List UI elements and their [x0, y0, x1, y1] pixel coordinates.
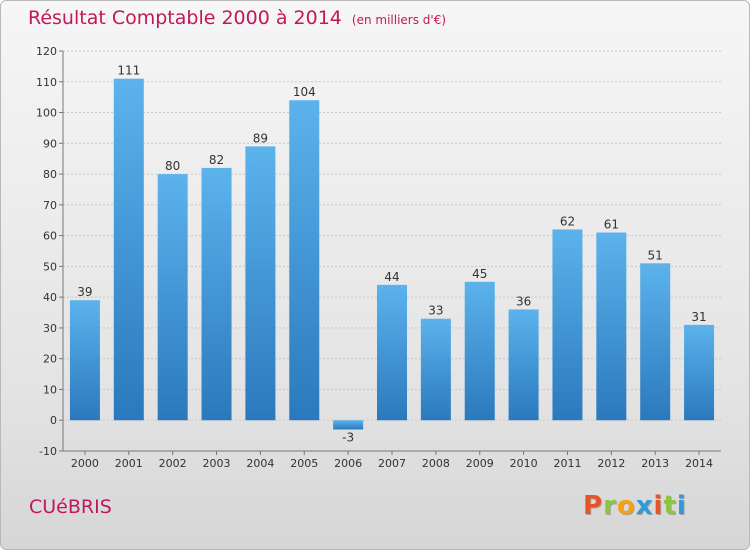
x-tick-label: 2010	[510, 457, 538, 470]
bar	[245, 146, 276, 421]
data-label: 80	[165, 159, 180, 173]
y-tick-label: 0	[50, 414, 57, 427]
y-tick-label: 80	[43, 168, 57, 181]
bar	[113, 78, 144, 421]
x-tick-label: 2013	[641, 457, 669, 470]
bar	[201, 167, 232, 421]
x-tick-label: 2004	[246, 457, 274, 470]
bar	[552, 229, 583, 421]
data-label: 36	[516, 294, 531, 308]
data-label: -3	[342, 430, 354, 444]
data-label: 33	[428, 304, 443, 318]
bar	[333, 420, 364, 430]
bar	[157, 174, 188, 421]
data-label: 111	[117, 64, 140, 78]
logo-letter: r	[603, 491, 617, 521]
bar	[464, 281, 495, 421]
x-tick-label: 2001	[115, 457, 143, 470]
x-tick-label: 2007	[378, 457, 406, 470]
x-tick-label: 2000	[71, 457, 99, 470]
x-tick-label: 2005	[290, 457, 318, 470]
proxiti-logo: Proxiti	[583, 491, 687, 521]
logo-letter: t	[663, 491, 677, 521]
y-tick-label: 110	[36, 76, 57, 89]
y-tick-label: 50	[43, 260, 57, 273]
bar	[420, 318, 451, 421]
bar	[640, 263, 671, 421]
bar	[289, 100, 320, 421]
x-tick-label: 2003	[203, 457, 231, 470]
commune-name: CUéBRIS	[29, 496, 112, 518]
data-label: 45	[472, 267, 487, 281]
chart-unit-label: (en milliers d'€)	[351, 13, 447, 27]
bar	[596, 232, 627, 421]
data-label: 39	[77, 285, 92, 299]
data-label: 61	[604, 218, 619, 232]
data-label: 62	[560, 214, 575, 228]
y-tick-label: 30	[43, 322, 57, 335]
chart-title-text: Résultat Comptable 2000 à 2014	[28, 7, 342, 29]
bar	[377, 284, 407, 421]
logo-letter: x	[635, 491, 654, 521]
y-tick-label: 60	[43, 230, 57, 243]
x-tick-label: 2012	[597, 457, 625, 470]
y-tick-label: 70	[43, 199, 57, 212]
y-tick-label: 120	[36, 45, 57, 58]
bar	[508, 309, 539, 421]
data-label: 44	[384, 270, 399, 284]
data-label: 31	[691, 310, 706, 324]
y-tick-label: 90	[43, 137, 57, 150]
x-tick-label: 2009	[466, 457, 494, 470]
chart-title: Résultat Comptable 2000 à 2014 (en millie…	[28, 7, 446, 29]
y-tick-label: 10	[43, 383, 57, 396]
x-tick-label: 2008	[422, 457, 450, 470]
logo-letter: i	[653, 491, 664, 521]
data-label: 82	[209, 153, 224, 167]
x-tick-label: 2006	[334, 457, 362, 470]
logo-letter: P	[583, 491, 604, 521]
data-label: 104	[293, 85, 316, 99]
x-tick-label: 2011	[553, 457, 581, 470]
data-label: 51	[648, 248, 663, 262]
logo-letter: i	[676, 491, 687, 521]
y-tick-label: -10	[39, 445, 57, 458]
bar	[684, 324, 715, 421]
bar	[69, 300, 100, 421]
y-tick-label: 40	[43, 291, 57, 304]
data-label: 89	[253, 131, 268, 145]
y-tick-label: 100	[36, 107, 57, 120]
logo-letter: o	[616, 491, 636, 521]
x-tick-label: 2002	[159, 457, 187, 470]
x-tick-label: 2014	[685, 457, 713, 470]
y-tick-label: 20	[43, 353, 57, 366]
